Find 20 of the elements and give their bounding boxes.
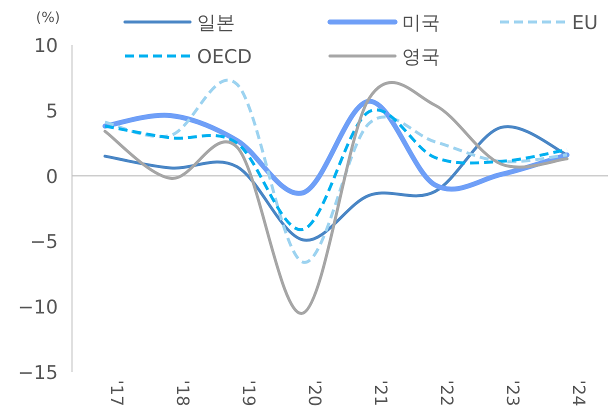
y-tick-label: −5: [30, 231, 58, 254]
x-tick-label: '19: [238, 380, 258, 406]
legend-label: EU: [572, 12, 598, 34]
x-tick-label: '22: [436, 380, 456, 406]
x-tick-label: '23: [502, 380, 522, 406]
y-axis-title: (%): [36, 10, 60, 26]
x-tick-label: '20: [304, 380, 324, 406]
y-tick-label: 0: [46, 166, 58, 188]
x-tick-label: '21: [370, 380, 390, 406]
legend-label: 일본: [197, 12, 235, 34]
legend-label: 미국: [402, 12, 440, 34]
y-tick-label: −15: [18, 362, 58, 384]
x-tick-label: '24: [568, 380, 588, 406]
y-tick-label: 5: [46, 100, 58, 122]
legend-label: 영국: [402, 46, 440, 68]
legend-label: OECD: [197, 46, 252, 68]
y-tick-label: −10: [18, 296, 58, 319]
y-tick-label: 10: [34, 35, 58, 57]
x-tick-label: '17: [106, 380, 126, 406]
x-tick-label: '18: [172, 380, 192, 406]
